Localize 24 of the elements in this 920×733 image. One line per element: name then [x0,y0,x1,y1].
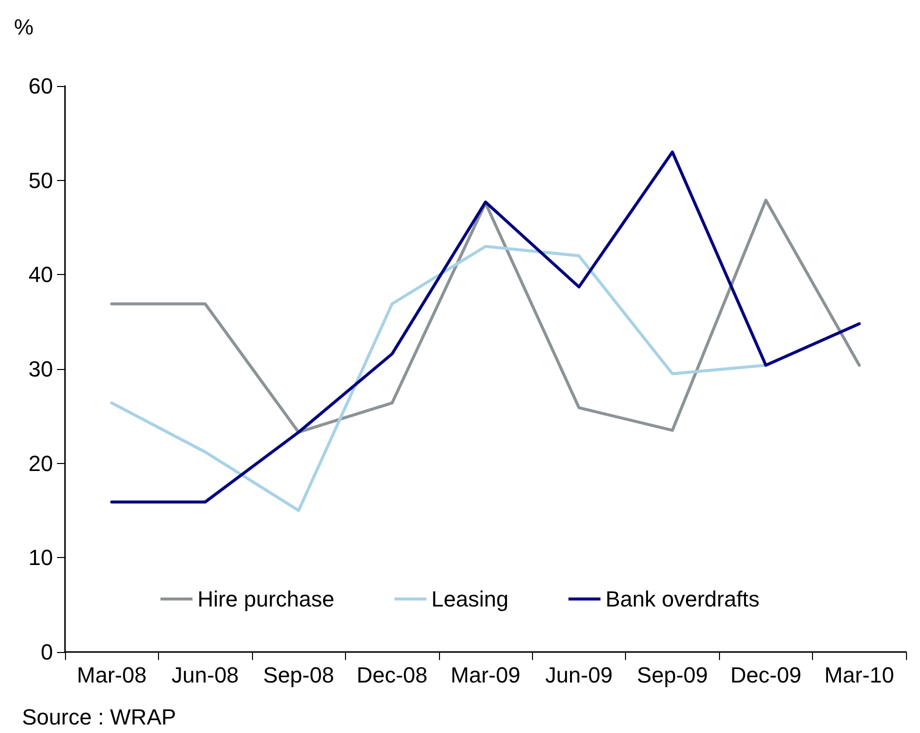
x-tick-label: Sep-08 [263,662,334,688]
y-tick-label: 60 [28,74,53,98]
y-axis-title: % [14,14,34,40]
x-tick-label: Dec-09 [730,662,802,688]
y-tick-label: 30 [28,356,53,382]
y-tick-label: 40 [28,262,53,288]
line-series [110,244,768,512]
x-tick-label: Jun-09 [545,662,613,688]
x-tick-label: Dec-08 [356,662,428,688]
y-tick-label: 0 [40,640,53,664]
source-note: Source : WRAP [22,704,176,730]
x-tick-label: Jun-08 [172,662,239,688]
legend-label: Bank overdrafts [605,586,760,612]
line-series [110,198,861,434]
line-series [110,150,861,504]
x-tick-label: Sep-09 [636,662,708,688]
legend-label: Hire purchase [197,586,334,612]
y-tick-label: 50 [28,168,53,193]
y-tick-label: 20 [28,450,53,476]
x-tick-label: Mar-08 [76,662,147,688]
x-tick-label: Mar-10 [824,662,894,688]
x-tick-label: Mar-09 [450,662,520,688]
legend-label: Leasing [431,586,508,612]
y-tick-label: 10 [28,545,53,570]
